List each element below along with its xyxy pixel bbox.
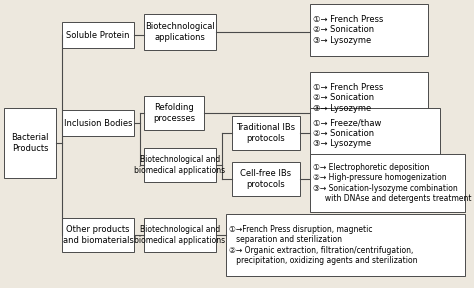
- Text: ①→ French Press
②→ Sonication
③→ Lysozyme: ①→ French Press ②→ Sonication ③→ Lysozym…: [313, 15, 383, 45]
- FancyBboxPatch shape: [144, 218, 216, 252]
- FancyBboxPatch shape: [226, 214, 465, 276]
- Text: Refolding
processes: Refolding processes: [153, 103, 195, 123]
- Text: Inclusion Bodies: Inclusion Bodies: [64, 118, 132, 128]
- FancyBboxPatch shape: [232, 162, 300, 196]
- FancyBboxPatch shape: [144, 14, 216, 50]
- FancyBboxPatch shape: [62, 110, 134, 136]
- FancyBboxPatch shape: [144, 148, 216, 182]
- Text: Biotechnological and
biomedical applications: Biotechnological and biomedical applicat…: [135, 225, 226, 245]
- Text: Cell-free IBs
protocols: Cell-free IBs protocols: [240, 169, 292, 189]
- FancyBboxPatch shape: [232, 116, 300, 150]
- FancyBboxPatch shape: [62, 218, 134, 252]
- Text: ①→ Electrophoretic deposition
②→ High-pressure homogenization
③→ Sonication-lyso: ①→ Electrophoretic deposition ②→ High-pr…: [313, 163, 472, 203]
- FancyBboxPatch shape: [310, 154, 465, 212]
- Text: Biotechnological and
biomedical applications: Biotechnological and biomedical applicat…: [135, 155, 226, 175]
- FancyBboxPatch shape: [144, 96, 204, 130]
- FancyBboxPatch shape: [62, 22, 134, 48]
- Text: Soluble Protein: Soluble Protein: [66, 31, 130, 39]
- Text: Bacterial
Products: Bacterial Products: [11, 133, 49, 153]
- Text: Other products
and biomaterials: Other products and biomaterials: [63, 225, 134, 245]
- Text: ①→French Press disruption, magnetic
   separation and sterilization
②→ Organic e: ①→French Press disruption, magnetic sepa…: [229, 225, 418, 265]
- Text: Traditional IBs
protocols: Traditional IBs protocols: [237, 123, 296, 143]
- FancyBboxPatch shape: [4, 108, 56, 178]
- Text: Biotechnological
applications: Biotechnological applications: [145, 22, 215, 42]
- FancyBboxPatch shape: [310, 108, 440, 158]
- FancyBboxPatch shape: [310, 72, 428, 124]
- Text: ①→ Freeze/thaw
②→ Sonication
③→ Lysozyme: ①→ Freeze/thaw ②→ Sonication ③→ Lysozyme: [313, 118, 382, 148]
- Text: ①→ French Press
②→ Sonication
③→ Lysozyme: ①→ French Press ②→ Sonication ③→ Lysozym…: [313, 83, 383, 113]
- FancyBboxPatch shape: [310, 4, 428, 56]
